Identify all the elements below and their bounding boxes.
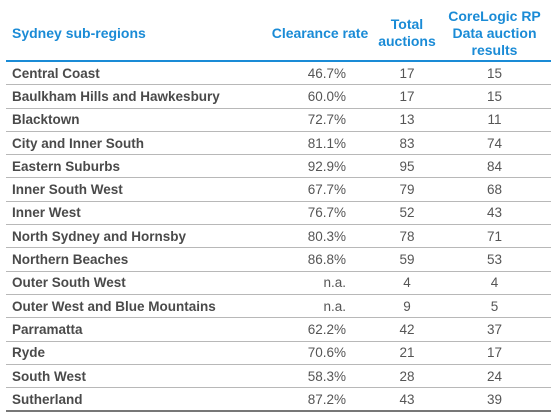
- clearance-rate-cell: 60.0%: [264, 84, 376, 109]
- region-cell: Outer West and Blue Mountains: [6, 294, 264, 319]
- header-row: Sydney sub-regions Clearance rate Total …: [6, 6, 551, 62]
- auction-results-cell: 15: [438, 84, 551, 109]
- clearance-rate-cell: 92.9%: [264, 154, 376, 179]
- clearance-rate-cell: 76.7%: [264, 201, 376, 226]
- auction-results-cell: 37: [438, 317, 551, 342]
- auction-results-cell: 39: [438, 387, 551, 413]
- table-row: Parramatta 62.2% 42 37: [6, 317, 551, 342]
- total-auctions-cell: 9: [376, 294, 438, 319]
- header-total-auctions: Total auctions: [376, 6, 438, 62]
- total-auctions-cell: 78: [376, 224, 438, 249]
- region-cell: North Sydney and Hornsby: [6, 224, 264, 249]
- region-cell: South West: [6, 364, 264, 389]
- auction-results-cell: 71: [438, 224, 551, 249]
- table-row: Inner South West 67.7% 79 68: [6, 177, 551, 202]
- table-row: Baulkham Hills and Hawkesbury 60.0% 17 15: [6, 84, 551, 109]
- region-cell: Inner West: [6, 201, 264, 226]
- auction-results-cell: 24: [438, 364, 551, 389]
- auction-results-cell: 68: [438, 177, 551, 202]
- auction-results-cell: 11: [438, 108, 551, 132]
- header-clearance-rate-text: Clearance rate: [271, 24, 369, 41]
- clearance-rate-cell: 58.3%: [264, 364, 376, 389]
- clearance-rate-cell: n.a.: [264, 294, 376, 319]
- header-auction-results-text: CoreLogic RP Data auction results: [448, 7, 541, 58]
- region-cell: Sutherland: [6, 387, 264, 413]
- total-auctions-cell: 43: [376, 387, 438, 413]
- auction-results-table: Sydney sub-regions Clearance rate Total …: [6, 6, 551, 413]
- total-auctions-cell: 79: [376, 177, 438, 202]
- table-row: Outer South West n.a. 4 4: [6, 271, 551, 295]
- auction-results-cell: 74: [438, 131, 551, 156]
- total-auctions-cell: 13: [376, 108, 438, 132]
- auction-results-cell: 5: [438, 294, 551, 319]
- auction-results-cell: 15: [438, 61, 551, 86]
- auction-results-cell: 43: [438, 201, 551, 226]
- total-auctions-cell: 17: [376, 61, 438, 86]
- table-row: Sutherland 87.2% 43 39: [6, 387, 551, 413]
- clearance-rate-cell: 80.3%: [264, 224, 376, 249]
- clearance-rate-cell: 81.1%: [264, 131, 376, 156]
- clearance-rate-cell: 70.6%: [264, 341, 376, 365]
- table-body: Central Coast 46.7% 17 15 Baulkham Hills and…: [6, 61, 551, 413]
- clearance-rate-cell: 62.2%: [264, 317, 376, 342]
- clearance-rate-cell: n.a.: [264, 271, 376, 295]
- clearance-rate-cell: 72.7%: [264, 108, 376, 132]
- clearance-rate-cell: 87.2%: [264, 387, 376, 413]
- table-row: City and Inner South 81.1% 83 74: [6, 131, 551, 156]
- table-row: South West 58.3% 28 24: [6, 364, 551, 389]
- header-total-auctions-text: Total auctions: [378, 16, 436, 49]
- total-auctions-cell: 52: [376, 201, 438, 226]
- total-auctions-cell: 28: [376, 364, 438, 389]
- region-cell: Inner South West: [6, 177, 264, 202]
- table-row: Ryde 70.6% 21 17: [6, 341, 551, 365]
- region-cell: Baulkham Hills and Hawkesbury: [6, 84, 264, 109]
- region-cell: Parramatta: [6, 317, 264, 342]
- table-row: Eastern Suburbs 92.9% 95 84: [6, 154, 551, 179]
- region-cell: City and Inner South: [6, 131, 264, 156]
- total-auctions-cell: 83: [376, 131, 438, 156]
- table-row: Central Coast 46.7% 17 15: [6, 61, 551, 86]
- region-cell: Eastern Suburbs: [6, 154, 264, 179]
- table-row: North Sydney and Hornsby 80.3% 78 71: [6, 224, 551, 249]
- region-cell: Northern Beaches: [6, 247, 264, 272]
- clearance-rate-cell: 86.8%: [264, 247, 376, 272]
- region-cell: Ryde: [6, 341, 264, 365]
- total-auctions-cell: 4: [376, 271, 438, 295]
- region-cell: Blacktown: [6, 108, 264, 132]
- table-header: Sydney sub-regions Clearance rate Total …: [6, 6, 551, 62]
- total-auctions-cell: 42: [376, 317, 438, 342]
- total-auctions-cell: 17: [376, 84, 438, 109]
- total-auctions-cell: 59: [376, 247, 438, 272]
- clearance-rate-cell: 46.7%: [264, 61, 376, 86]
- auction-results-cell: 84: [438, 154, 551, 179]
- clearance-rate-cell: 67.7%: [264, 177, 376, 202]
- header-auction-results: CoreLogic RP Data auction results: [438, 6, 551, 62]
- auction-results-cell: 4: [438, 271, 551, 295]
- header-clearance-rate: Clearance rate: [264, 6, 376, 62]
- table-row: Outer West and Blue Mountains n.a. 9 5: [6, 294, 551, 319]
- total-auctions-cell: 21: [376, 341, 438, 365]
- region-cell: Outer South West: [6, 271, 264, 295]
- total-auctions-cell: 95: [376, 154, 438, 179]
- table-row: Northern Beaches 86.8% 59 53: [6, 247, 551, 272]
- region-cell: Central Coast: [6, 61, 264, 86]
- header-sub-regions: Sydney sub-regions: [6, 6, 264, 62]
- auction-results-cell: 53: [438, 247, 551, 272]
- table-row: Blacktown 72.7% 13 11: [6, 108, 551, 132]
- table-row: Inner West 76.7% 52 43: [6, 201, 551, 226]
- auction-results-cell: 17: [438, 341, 551, 365]
